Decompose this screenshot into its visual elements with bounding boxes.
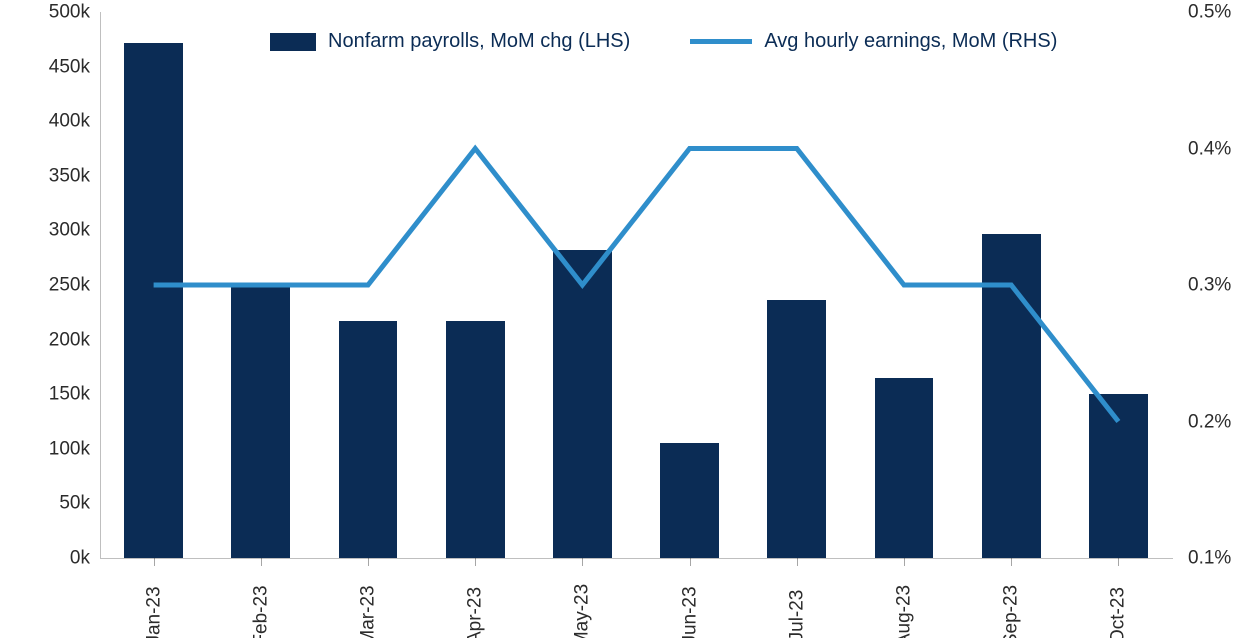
x-tick-label: May-23	[573, 584, 592, 638]
y-left-tick-label: 0k	[70, 549, 90, 568]
y-left-tick-label: 300k	[49, 221, 90, 240]
bar	[660, 443, 719, 558]
x-tick-label: Sep-23	[1002, 585, 1021, 638]
legend-label: Avg hourly earnings, MoM (RHS)	[764, 30, 1057, 53]
x-tick	[1118, 558, 1119, 566]
y-left-tick-label: 50k	[59, 494, 90, 513]
y-right-tick-label: 0.1%	[1188, 549, 1231, 568]
combo-chart: Nonfarm payrolls, MoM chg (LHS) Avg hourl…	[0, 0, 1250, 638]
bar	[767, 300, 826, 558]
x-tick-label: Jun-23	[680, 586, 699, 638]
bar	[875, 378, 934, 558]
x-tick	[368, 558, 369, 566]
bar	[553, 250, 612, 558]
y-right-tick-label: 0.3%	[1188, 276, 1231, 295]
x-tick	[904, 558, 905, 566]
x-tick-label: Jul-23	[787, 590, 806, 638]
x-tick-label: Oct-23	[1109, 587, 1128, 638]
y-left-tick-label: 100k	[49, 439, 90, 458]
legend-item: Avg hourly earnings, MoM (RHS)	[690, 30, 1057, 53]
x-tick	[797, 558, 798, 566]
bar	[231, 287, 290, 558]
legend-swatch-bar	[270, 33, 316, 51]
y-left-tick-label: 200k	[49, 330, 90, 349]
y-right-tick-label: 0.5%	[1188, 3, 1231, 22]
bar	[124, 43, 183, 558]
bar	[446, 321, 505, 558]
x-tick	[475, 558, 476, 566]
bar	[1089, 394, 1148, 558]
x-tick-label: Jan-23	[144, 586, 163, 638]
y-right-tick-label: 0.4%	[1188, 139, 1231, 158]
y-left-tick-label: 450k	[49, 57, 90, 76]
x-tick	[154, 558, 155, 566]
x-tick-label: Feb-23	[251, 585, 270, 638]
y-left-tick-label: 500k	[49, 3, 90, 22]
x-tick	[261, 558, 262, 566]
y-left-tick-label: 150k	[49, 385, 90, 404]
y-left-tick-label: 350k	[49, 166, 90, 185]
bar	[339, 321, 398, 558]
x-tick	[1011, 558, 1012, 566]
y-left-tick-label: 400k	[49, 112, 90, 131]
bar	[982, 234, 1041, 558]
legend-item: Nonfarm payrolls, MoM chg (LHS)	[270, 30, 630, 53]
legend-swatch-line	[690, 39, 752, 44]
chart-legend: Nonfarm payrolls, MoM chg (LHS) Avg hourl…	[270, 30, 1057, 53]
x-tick-label: Apr-23	[466, 587, 485, 638]
x-tick-label: Aug-23	[895, 585, 914, 638]
x-tick	[690, 558, 691, 566]
legend-label: Nonfarm payrolls, MoM chg (LHS)	[328, 30, 630, 53]
y-right-tick-label: 0.2%	[1188, 412, 1231, 431]
x-tick	[582, 558, 583, 566]
x-tick-label: Mar-23	[359, 585, 378, 638]
y-left-tick-label: 250k	[49, 276, 90, 295]
